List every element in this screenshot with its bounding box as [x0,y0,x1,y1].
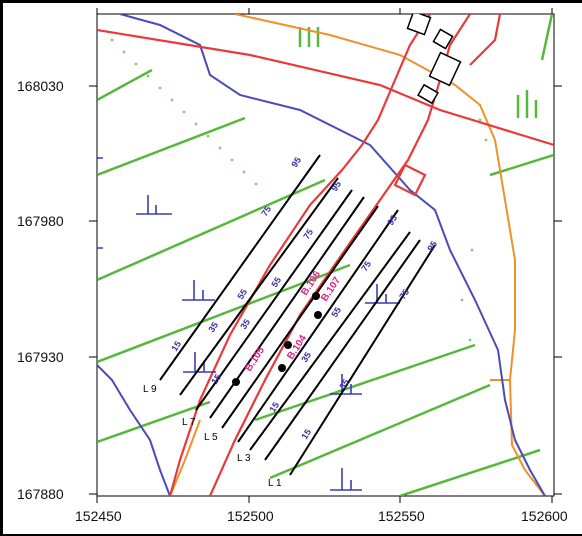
profile-line-7 [195,189,353,411]
station-label: 95 [329,179,343,193]
profile-line-8 [179,177,339,396]
station-label: 75 [301,227,315,241]
y-tick-label: 168030 [17,78,64,94]
line-label-l3: L 3 [237,453,251,464]
station-label: 95 [385,213,399,227]
station-label: 15 [299,427,313,441]
station-label: 15 [267,400,281,414]
sample-point [232,378,240,386]
x-tick-labels: 152450 152500 152550 152600 [75,508,568,524]
station-label: 95 [289,155,303,169]
line-label-l9: L 9 [143,384,157,395]
profile-line-2 [264,239,421,461]
x-axis [96,8,553,503]
x-tick-label: 152450 [75,508,122,524]
y-axis [89,85,562,495]
profile-lines [159,154,436,476]
buildings [406,14,462,105]
station-label: 35 [337,377,351,391]
station-label: 35 [238,317,252,331]
line-label-l1: L 1 [268,478,282,489]
y-tick-label: 167930 [17,349,64,365]
line-label-l7: L 7 [182,417,196,428]
dotted-boundary [110,38,488,342]
station-label: 15 [209,372,223,386]
station-label: 35 [299,350,313,364]
sample-point [278,364,286,372]
station-label: 55 [235,287,249,301]
y-tick-label: 167980 [17,213,64,229]
sample-points [232,292,322,386]
marsh-symbols [97,157,400,491]
station-label: 55 [329,305,343,319]
profile-line-3 [249,231,411,451]
station-label: 55 [269,275,283,289]
station-labels: 15 35 55 75 95 15 35 55 75 95 15 35 55 7… [169,155,439,441]
station-label: 75 [359,259,373,273]
y-tick-labels: 168030 167980 167930 167880 [17,78,64,502]
line-label-l5: L 5 [204,432,218,443]
station-label: 75 [397,287,411,301]
sample-point [314,311,322,319]
x-tick-label: 152550 [378,508,425,524]
station-label: 15 [169,339,183,353]
profile-line-1 [289,244,436,476]
stream-line [119,14,546,496]
station-label: 95 [425,239,439,253]
profile-line-5 [221,205,379,429]
profile-line-9 [159,154,321,381]
x-tick-label: 152500 [227,508,274,524]
fence-line [234,14,546,496]
contour-lines [97,14,554,496]
y-tick-label: 167880 [17,486,64,502]
station-label: 75 [259,204,273,218]
sample-point [312,292,320,300]
x-tick-label: 152600 [521,508,568,524]
plot-area [96,13,555,497]
line-labels: L 9 L 7 L 5 L 3 L 1 [143,384,282,489]
sample-point [284,341,292,349]
station-label: 35 [206,320,220,334]
profile-line-4 [237,209,399,443]
